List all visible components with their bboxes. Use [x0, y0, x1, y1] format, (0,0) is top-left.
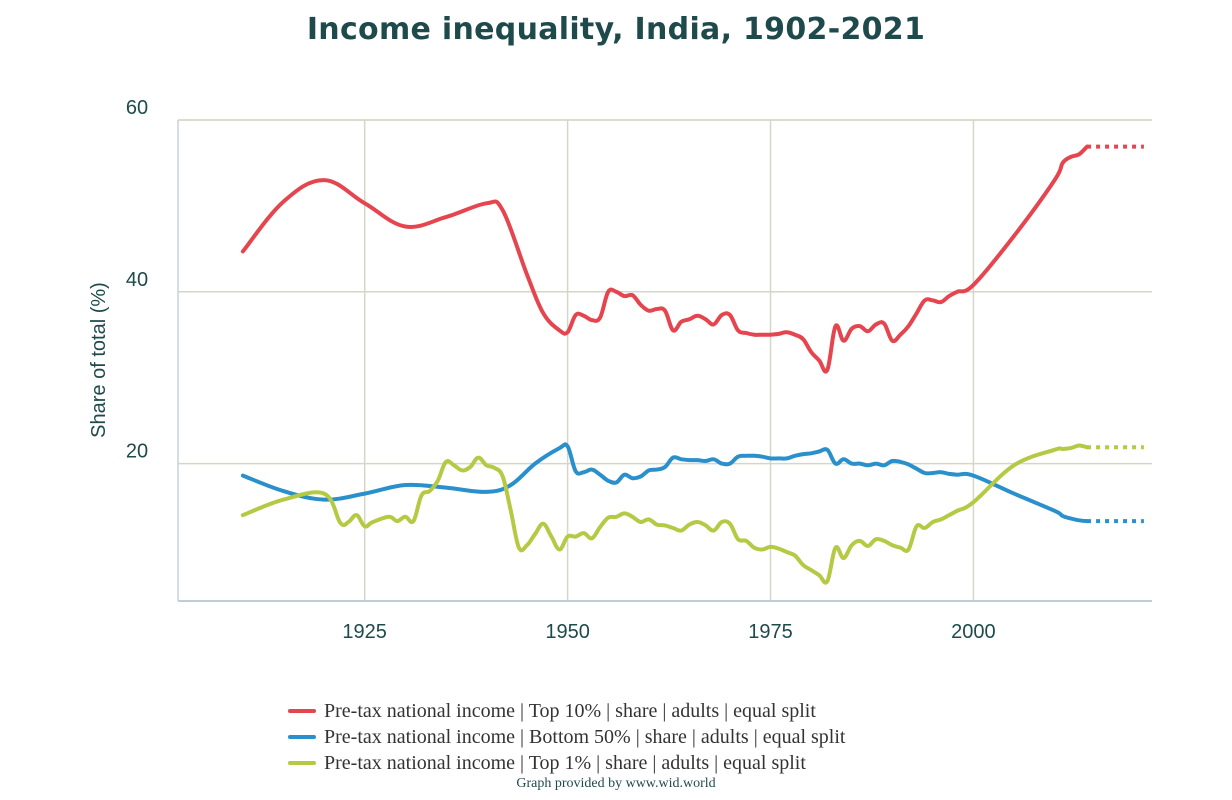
legend-swatch-top10	[288, 709, 316, 713]
y-tick-label: 60	[126, 97, 148, 119]
x-tick-label: 1975	[748, 621, 793, 643]
legend: Pre-tax national income | Top 10% | shar…	[288, 698, 845, 776]
legend-swatch-top1	[288, 761, 316, 765]
legend-label-top10: Pre-tax national income | Top 10% | shar…	[324, 699, 816, 722]
legend-item-top1[interactable]: Pre-tax national income | Top 1% | share…	[288, 750, 845, 776]
legend-item-bottom50[interactable]: Pre-tax national income | Bottom 50% | s…	[288, 724, 845, 750]
x-tick-label: 2000	[951, 621, 996, 643]
chart-title: Income inequality, India, 1902-2021	[306, 12, 926, 47]
series-line-bottom50[interactable]	[240, 442, 1090, 524]
legend-label-top1: Pre-tax national income | Top 1% | share…	[324, 751, 806, 774]
y-tick-label: 40	[126, 269, 148, 291]
y-axis-label: Share of total (%)	[88, 282, 110, 438]
gridlines	[178, 119, 1152, 601]
series-line-top10[interactable]	[240, 144, 1090, 374]
series-line-top1[interactable]	[240, 443, 1090, 585]
y-tick-label: 20	[126, 441, 148, 463]
axes: 20 40 60 1925 1950 1975 2000	[126, 97, 1152, 643]
legend-swatch-bottom50	[288, 735, 316, 739]
series-lines	[240, 144, 1144, 585]
x-tick-label: 1950	[545, 621, 590, 643]
legend-label-bottom50: Pre-tax national income | Bottom 50% | s…	[324, 725, 846, 748]
legend-item-top10[interactable]: Pre-tax national income | Top 10% | shar…	[288, 698, 845, 724]
x-tick-label: 1925	[342, 621, 387, 643]
credit-text[interactable]: Graph provided by www.wid.world	[516, 776, 716, 791]
